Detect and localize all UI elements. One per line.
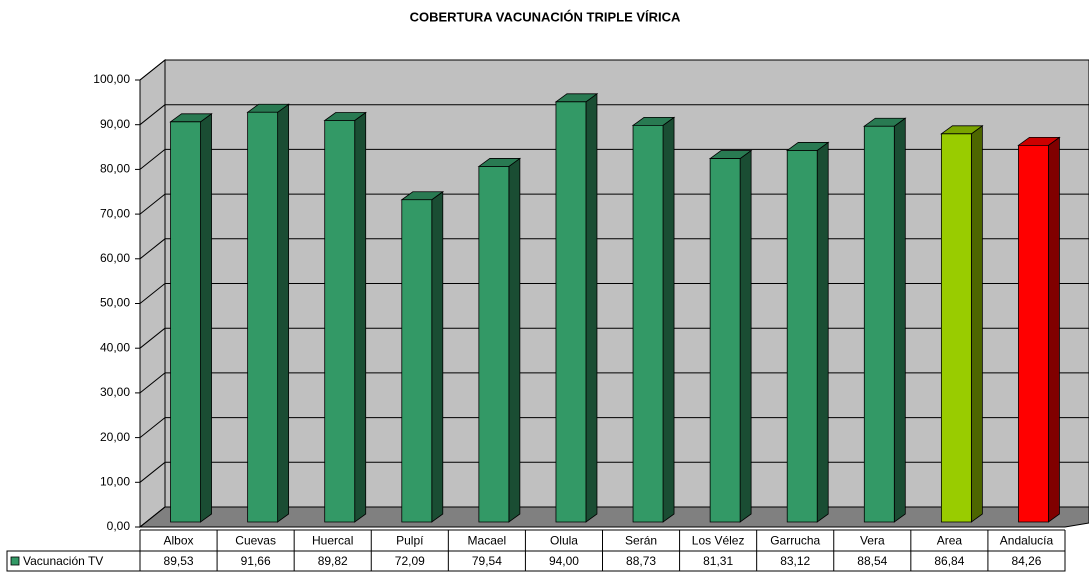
x-tick-label: Los Vélez — [692, 534, 745, 548]
y-tick-label: 40,00 — [100, 340, 130, 354]
bar — [785, 141, 830, 523]
bar-front — [555, 101, 587, 523]
bar-side — [739, 149, 752, 523]
grid-line — [139, 193, 166, 215]
bar-side — [277, 103, 290, 523]
bar-side — [200, 113, 212, 523]
grid-line — [139, 238, 166, 260]
bar-front — [709, 158, 741, 523]
bar — [169, 113, 213, 523]
x-tick-label: Vera — [860, 534, 885, 548]
x-tick-label: Cuevas — [235, 534, 276, 548]
x-tick-label: Andalucía — [1000, 534, 1054, 548]
bar-front — [324, 120, 356, 523]
bar-side — [508, 157, 521, 523]
bar-front — [247, 111, 279, 523]
x-tick-label: Macael — [468, 534, 507, 548]
x-tick-label: Olula — [550, 534, 578, 548]
bar-side — [893, 117, 906, 523]
bar-front — [863, 125, 895, 523]
grid-line — [139, 327, 166, 349]
bar — [631, 116, 676, 523]
value-label: 81,31 — [703, 554, 733, 568]
value-label: 72,09 — [395, 554, 425, 568]
bar — [323, 111, 367, 523]
bar — [400, 190, 445, 523]
value-label: 84,26 — [1011, 554, 1041, 568]
bar-side — [431, 190, 444, 523]
y-tick-label: 0,00 — [107, 519, 131, 533]
bar — [554, 93, 599, 523]
grid-line — [139, 283, 166, 304]
value-label: 86,84 — [934, 554, 964, 568]
value-label: 88,73 — [626, 554, 656, 568]
legend-label: Vacunación TV — [23, 554, 103, 568]
x-tick-label: Area — [937, 534, 963, 548]
bar-side — [970, 125, 983, 523]
x-tick-label: Serán — [625, 534, 657, 548]
bar-side — [585, 93, 598, 523]
value-label: 91,66 — [241, 554, 271, 568]
grid-line — [139, 461, 166, 483]
bar-side — [354, 111, 367, 523]
chart-title: COBERTURA VACUNACIÓN TRIPLE VÍRICA — [410, 9, 681, 24]
bar-front — [940, 133, 972, 523]
x-tick-label: Huercal — [312, 534, 353, 548]
grid-line — [139, 372, 166, 394]
bar-side — [662, 116, 675, 523]
grid-line — [139, 417, 166, 438]
bar — [940, 125, 984, 523]
value-label: 83,12 — [780, 554, 810, 568]
bar — [1017, 136, 1061, 523]
grid-line — [139, 149, 166, 170]
bar-front — [786, 150, 818, 523]
bar-side — [816, 141, 829, 523]
legend-key — [10, 556, 20, 566]
value-label: 79,54 — [472, 554, 502, 568]
x-tick-label: Garrucha — [770, 534, 820, 548]
value-label: 94,00 — [549, 554, 579, 568]
y-tick-label: 90,00 — [100, 117, 130, 131]
x-tick-label: Albox — [164, 534, 194, 548]
bar — [477, 157, 522, 523]
bar-front — [170, 121, 201, 523]
bar-front — [401, 199, 433, 523]
bar-front — [1018, 144, 1049, 523]
y-tick-label: 70,00 — [100, 206, 130, 220]
y-tick-label: 20,00 — [100, 430, 130, 444]
y-tick-label: 30,00 — [100, 385, 130, 399]
grid-line — [139, 104, 166, 126]
bar — [708, 149, 753, 523]
value-label: 88,54 — [857, 554, 887, 568]
y-tick-label: 100,00 — [93, 72, 130, 86]
y-tick-label: 10,00 — [100, 474, 130, 488]
y-tick-label: 60,00 — [100, 251, 130, 265]
bar-front — [478, 166, 510, 523]
bar-front — [632, 124, 664, 523]
value-label: 89,82 — [318, 554, 348, 568]
y-tick-label: 50,00 — [100, 296, 130, 310]
x-tick-label: Pulpí — [396, 534, 424, 548]
y-tick-label: 80,00 — [100, 162, 130, 176]
grid-line — [139, 506, 166, 528]
bar — [246, 103, 290, 523]
bar-side — [1048, 136, 1060, 523]
grid-line — [139, 59, 166, 81]
value-label: 89,53 — [164, 554, 194, 568]
bar — [863, 117, 907, 523]
